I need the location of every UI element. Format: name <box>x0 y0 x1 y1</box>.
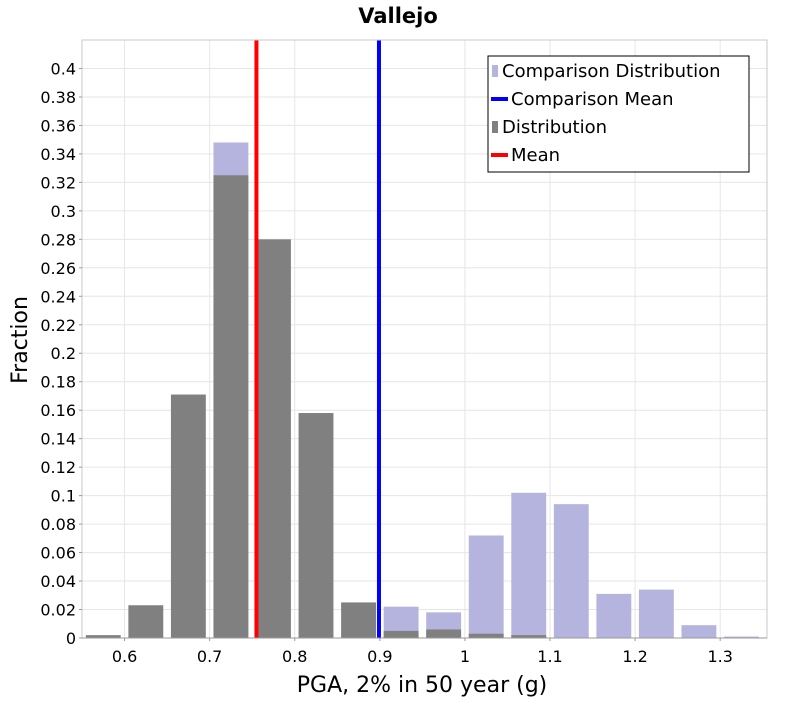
x-tick-label: 0.6 <box>112 647 137 666</box>
legend-label: Comparison Distribution <box>502 61 721 82</box>
y-tick-label: 0.36 <box>40 116 76 135</box>
comparison-bar <box>511 492 547 638</box>
legend-label: Comparison Mean <box>511 89 674 110</box>
x-tick-label: 1.2 <box>622 647 647 666</box>
distribution-bar <box>511 635 547 638</box>
comparison-bar <box>681 625 717 638</box>
y-tick-label: 0.04 <box>40 572 76 591</box>
y-tick-label: 0.1 <box>51 487 76 506</box>
distribution-bar <box>341 602 376 638</box>
x-axis-label: PGA, 2% in 50 year (g) <box>297 673 548 698</box>
distribution-bar <box>298 413 334 638</box>
distribution-bar <box>383 630 419 638</box>
y-tick-label: 0.16 <box>40 401 76 420</box>
distribution-bar <box>213 175 249 638</box>
distribution-bar <box>256 239 291 639</box>
x-tick-label: 1 <box>460 647 470 666</box>
legend: Comparison Distribution Comparison Mean Di… <box>487 55 750 173</box>
comparison-bar <box>638 589 674 638</box>
legend-box <box>487 55 750 173</box>
y-tick-label: 0.12 <box>40 458 76 477</box>
distribution-bar <box>170 394 206 638</box>
x-tick-label: 0.7 <box>197 647 222 666</box>
chart-title: Vallejo <box>358 4 438 28</box>
y-tick-label: 0 <box>66 629 76 648</box>
y-tick-label: 0.2 <box>51 344 76 363</box>
y-tick-label: 0.38 <box>40 88 76 107</box>
comparison-bar <box>553 504 589 638</box>
legend-label: Mean <box>511 145 560 166</box>
y-tick-label: 0.14 <box>40 430 76 449</box>
y-tick-label: 0.34 <box>40 145 76 164</box>
distribution-series <box>85 175 547 639</box>
y-tick-label: 0.4 <box>51 59 76 78</box>
distribution-bar <box>85 635 121 638</box>
y-tick-label: 0.24 <box>40 287 76 306</box>
y-tick-label: 0.26 <box>40 259 76 278</box>
y-tick-label: 0.06 <box>40 544 76 563</box>
distribution-bar <box>426 629 462 638</box>
y-tick-label: 0.32 <box>40 173 76 192</box>
x-tick-label: 0.9 <box>367 647 392 666</box>
comparison-bar <box>596 593 632 638</box>
comparison-bar <box>468 535 504 638</box>
distribution-bar <box>468 633 504 638</box>
y-axis-label: Fraction <box>8 296 33 384</box>
x-tick-label: 1.3 <box>707 647 732 666</box>
y-tick-label: 0.18 <box>40 373 76 392</box>
x-tick-label: 0.8 <box>282 647 307 666</box>
y-tick-label: 0.08 <box>40 515 76 534</box>
legend-swatch <box>492 65 498 77</box>
x-tick-label: 1.1 <box>537 647 562 666</box>
y-tick-label: 0.22 <box>40 316 76 335</box>
y-tick-label: 0.28 <box>40 230 76 249</box>
legend-label: Distribution <box>502 117 607 138</box>
distribution-bar <box>128 605 164 638</box>
y-tick-label: 0.3 <box>51 202 76 221</box>
comparison-bar <box>724 636 759 638</box>
legend-swatch <box>492 121 498 133</box>
y-tick-label: 0.02 <box>40 601 76 620</box>
